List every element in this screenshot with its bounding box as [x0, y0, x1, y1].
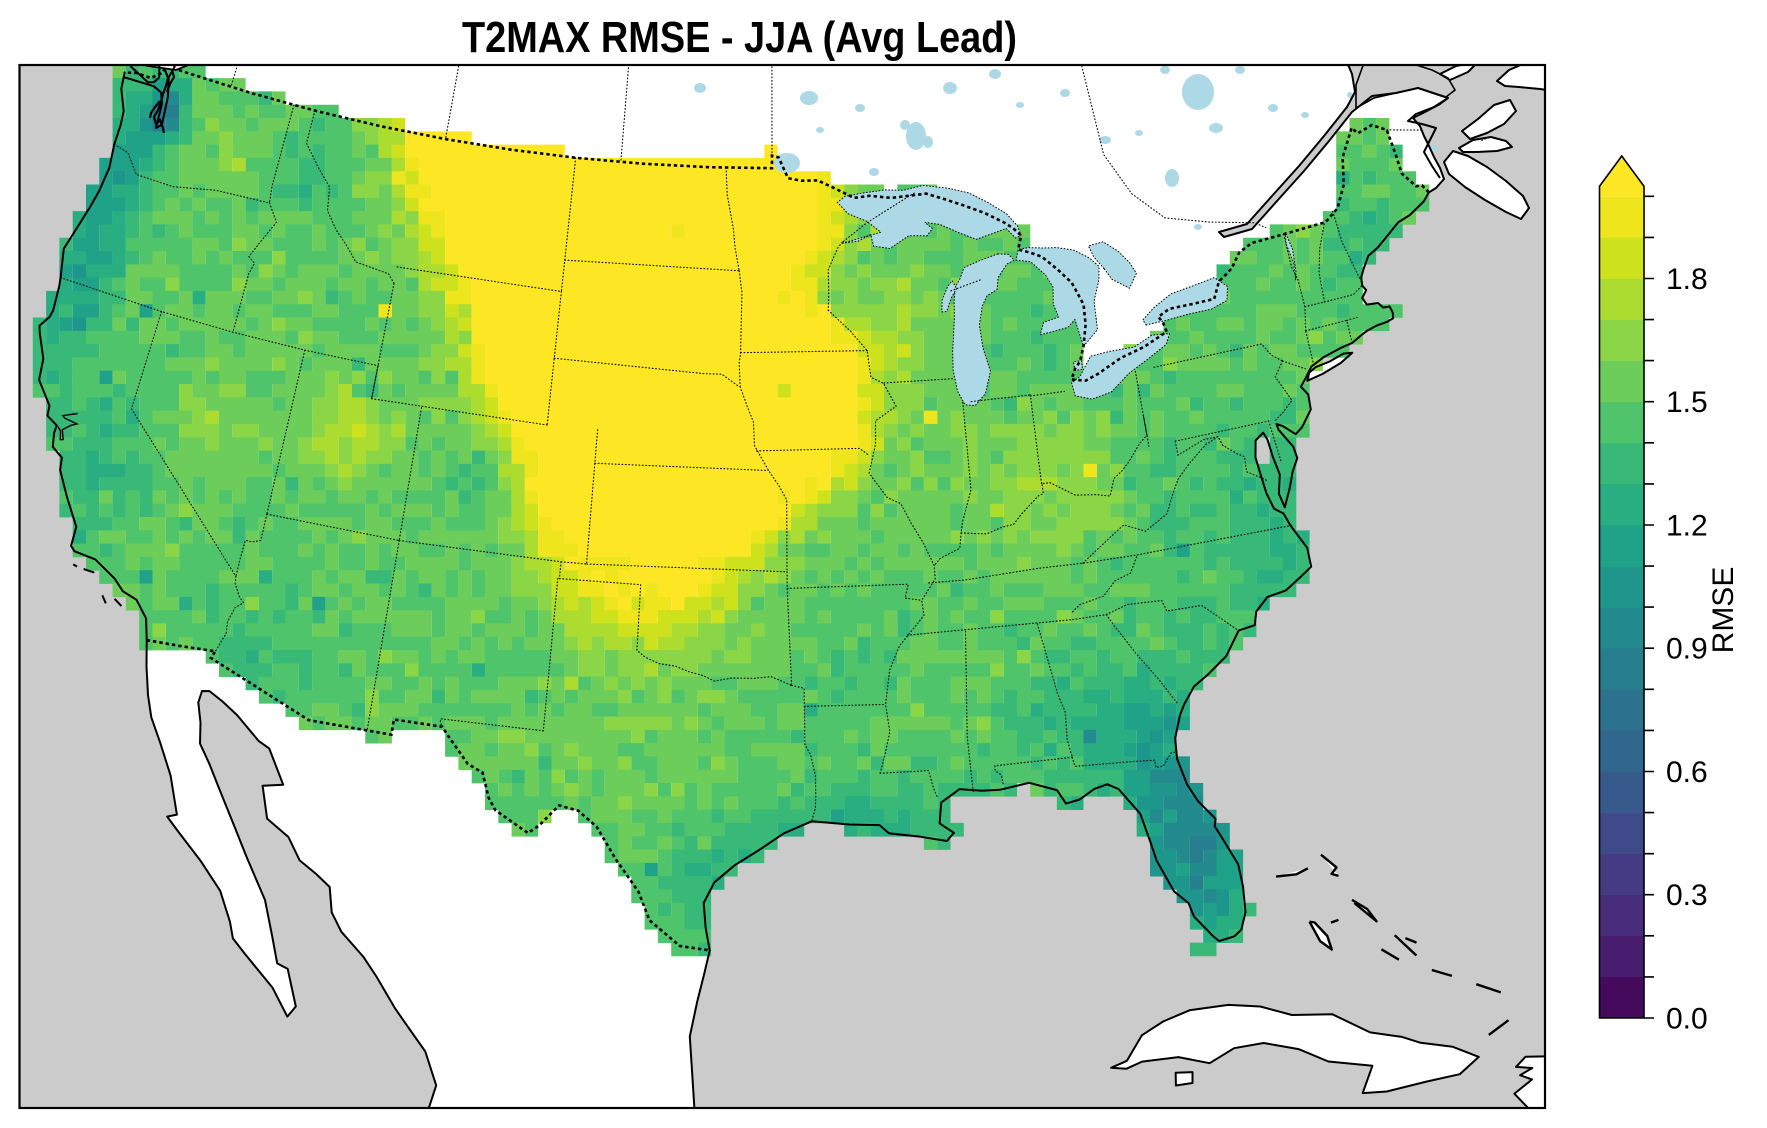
svg-text:RMSE: RMSE [1707, 567, 1740, 654]
svg-text:1.8: 1.8 [1666, 263, 1708, 296]
svg-text:1.2: 1.2 [1666, 510, 1708, 543]
svg-text:1.5: 1.5 [1666, 386, 1708, 419]
svg-text:0.0: 0.0 [1666, 1003, 1708, 1036]
svg-text:T2MAX RMSE - JJA (Avg Lead): T2MAX RMSE - JJA (Avg Lead) [462, 13, 1017, 62]
svg-text:0.3: 0.3 [1666, 879, 1708, 912]
svg-text:0.9: 0.9 [1666, 633, 1708, 666]
svg-text:0.6: 0.6 [1666, 756, 1708, 789]
